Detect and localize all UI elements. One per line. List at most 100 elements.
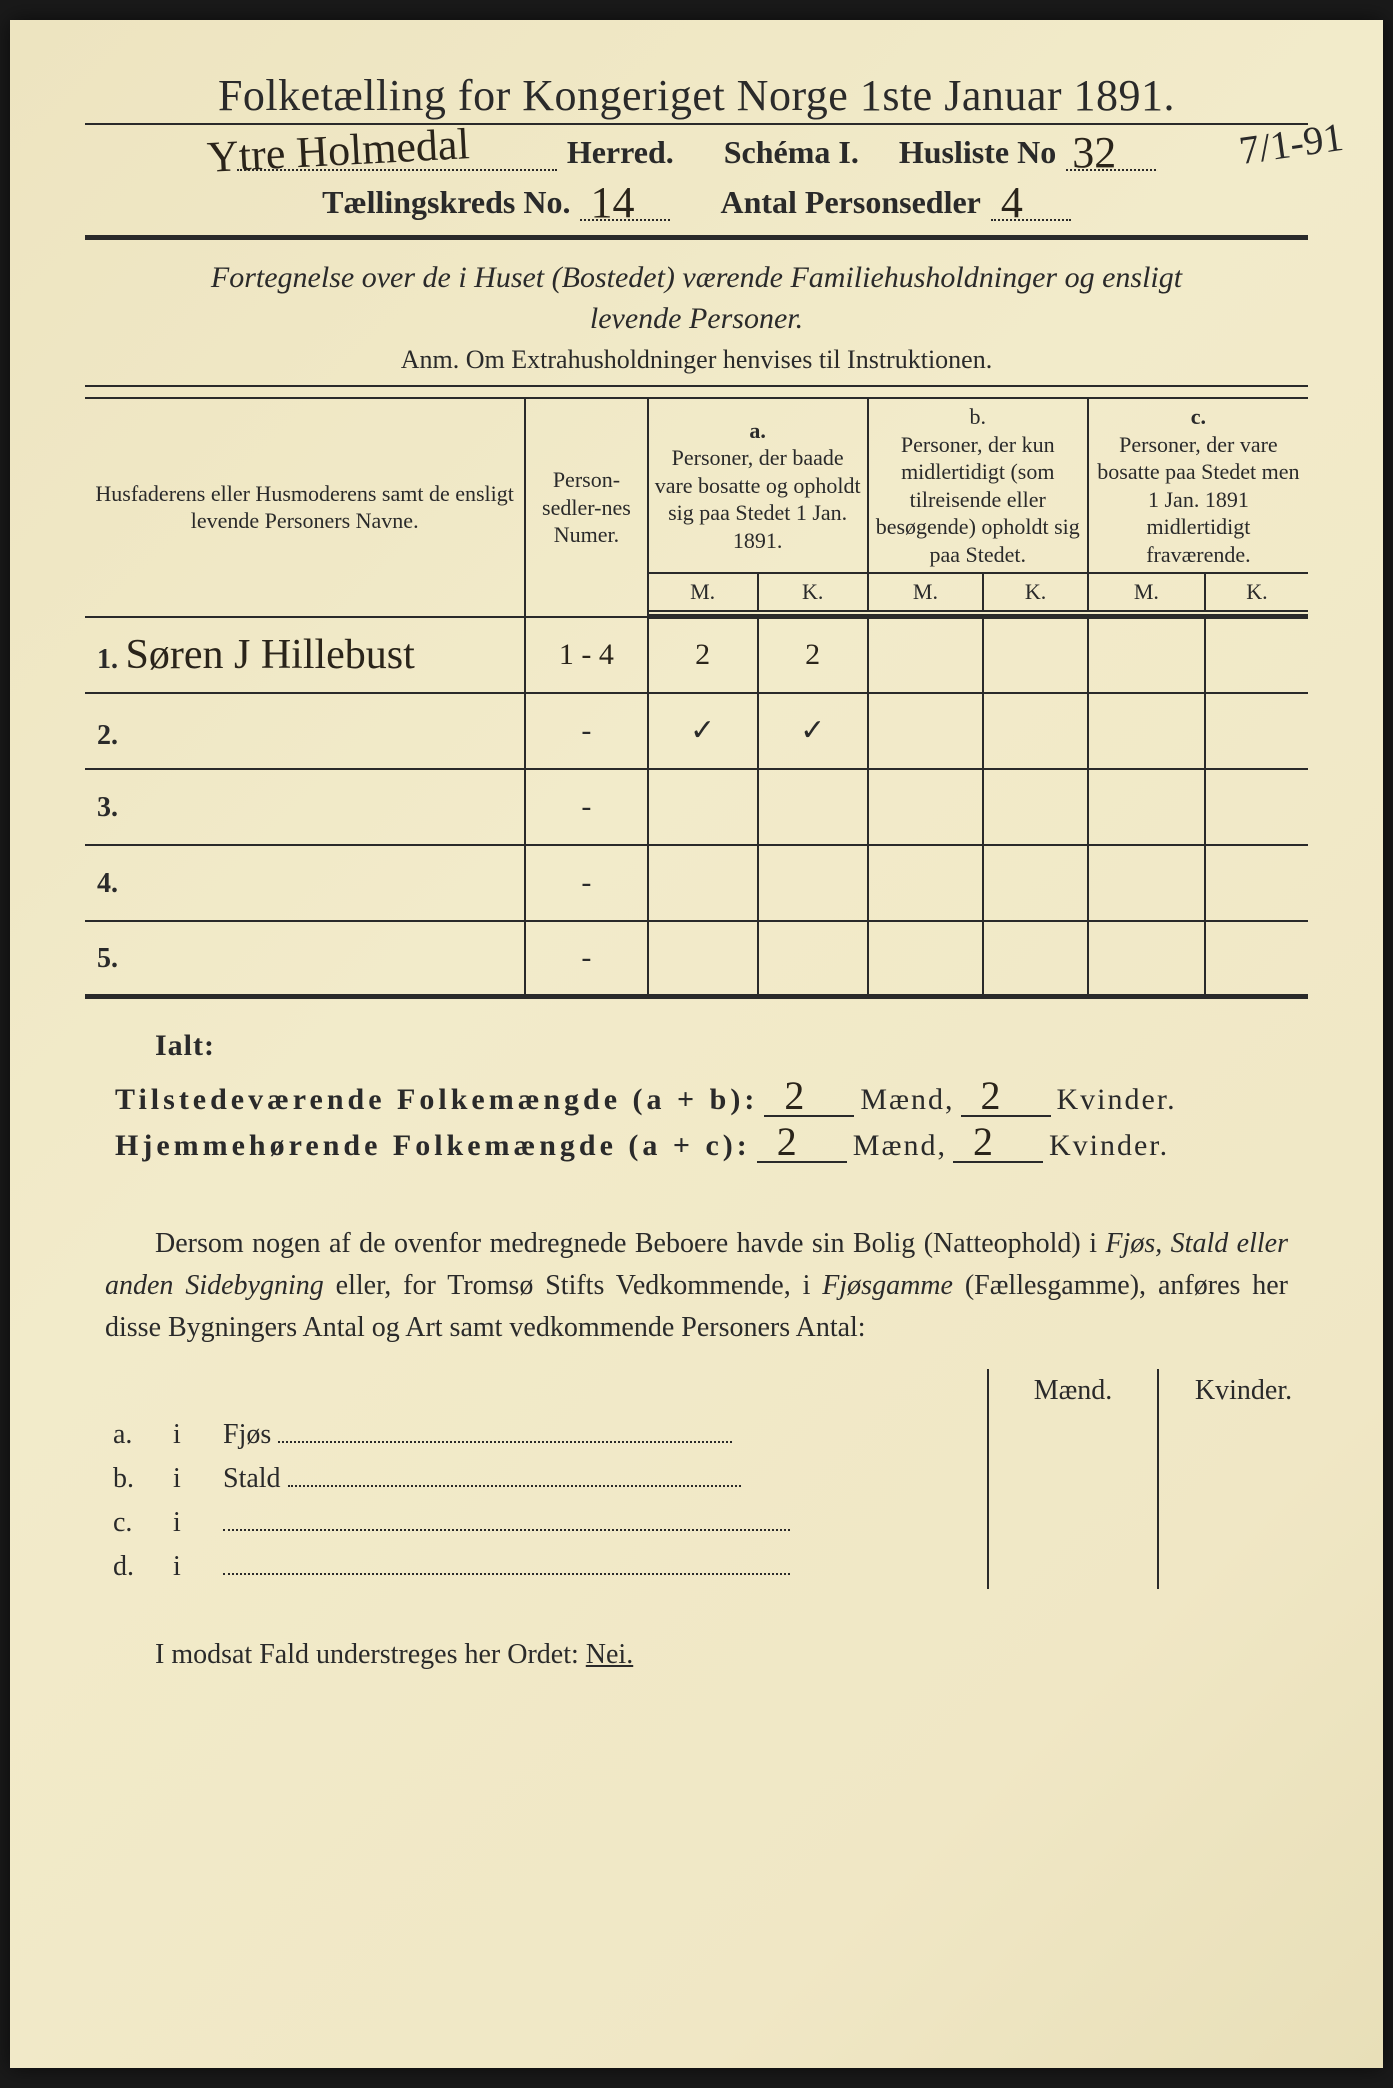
bld-head-m: Mænd. <box>988 1369 1158 1413</box>
bld-label: Stald <box>215 1457 988 1501</box>
table-row: 2. - ✓ ✓ <box>85 693 1308 769</box>
page-title: Folketælling for Kongeriget Norge 1ste J… <box>85 70 1308 125</box>
anm-note: Anm. Om Extrahusholdninger henvises til … <box>85 345 1308 375</box>
kvinder-label: Kvinder. <box>1049 1129 1169 1163</box>
section-heading: Fortegnelse over de i Huset (Bostedet) v… <box>85 258 1308 339</box>
bld-m <box>988 1545 1158 1589</box>
cell-ak: 2 <box>758 617 868 693</box>
bld-k <box>1158 1413 1328 1457</box>
cell-ak: ✓ <box>758 693 868 769</box>
th-a-m: M. <box>648 573 758 611</box>
th-c-m: M. <box>1088 573 1205 611</box>
bld-m <box>988 1413 1158 1457</box>
cell-name: 2. <box>85 693 525 769</box>
th-c-tag: c. <box>1095 403 1302 431</box>
bld-row: c. i <box>105 1501 1328 1545</box>
cell-name: 3. <box>85 769 525 845</box>
th-b-tag: b. <box>875 403 1081 431</box>
census-table: Husfaderens eller Husmoderens samt de en… <box>85 397 1308 999</box>
rule-2 <box>85 385 1308 387</box>
bld-m <box>988 1457 1158 1501</box>
bld-m <box>988 1501 1158 1545</box>
total-line-2: Hjemmehørende Folkemængde (a + c): 2 Mæn… <box>115 1127 1308 1163</box>
cell-am <box>648 921 758 997</box>
paragraph: Dersom nogen af de ovenfor medregnede Be… <box>105 1223 1288 1349</box>
cell-ak <box>758 921 868 997</box>
bld-tag: b. <box>105 1457 165 1501</box>
antal-label: Antal Personsedler <box>720 184 980 221</box>
cell-am <box>648 845 758 921</box>
total2-m-fill: 2 <box>757 1127 847 1163</box>
bld-tag: a. <box>105 1413 165 1457</box>
cell-name: 1. Søren J Hillebust <box>85 617 525 693</box>
th-a-text: Personer, der baade vare bosatte og opho… <box>655 444 861 554</box>
cell-ck <box>1205 845 1308 921</box>
footer-line: I modsat Fald understreges her Ordet: Ne… <box>155 1639 1288 1671</box>
bld-tag: c. <box>105 1501 165 1545</box>
antal-fill: 4 <box>991 181 1071 221</box>
cell-bm <box>868 617 983 693</box>
census-form-page: 7/1-91 Folketælling for Kongeriget Norge… <box>10 20 1383 2068</box>
th-a-k: K. <box>758 573 868 611</box>
cell-num: - <box>525 845 647 921</box>
table-row: 5. - <box>85 921 1308 997</box>
herred-fill: Ytre Holmedal <box>237 131 557 171</box>
total2-k: 2 <box>973 1118 995 1165</box>
kreds-label: Tællingskreds No. <box>322 184 570 221</box>
cell-cm <box>1088 617 1205 693</box>
total2-m: 2 <box>777 1118 799 1165</box>
total2-label: Hjemmehørende Folkemængde (a + c): <box>115 1129 751 1163</box>
th-a: a. Personer, der baade vare bosatte og o… <box>648 398 868 573</box>
cell-am: ✓ <box>648 693 758 769</box>
antal-value: 4 <box>1001 181 1023 225</box>
cell-ck <box>1205 693 1308 769</box>
census-tbody: 1. Søren J Hillebust 1 - 4 2 2 2. - ✓ ✓ <box>85 617 1308 997</box>
total2-k-fill: 2 <box>953 1127 1043 1163</box>
bld-label <box>215 1501 988 1545</box>
th-b-k: K. <box>983 573 1088 611</box>
table-row: 4. - <box>85 845 1308 921</box>
bld-head-k: Kvinder. <box>1158 1369 1328 1413</box>
total1-label: Tilstedeværende Folkemængde (a + b): <box>115 1083 758 1117</box>
section-heading-l1: Fortegnelse over de i Huset (Bostedet) v… <box>211 261 1182 294</box>
cell-bm <box>868 921 983 997</box>
husliste-fill: 32 <box>1066 131 1156 171</box>
total-line-1: Tilstedeværende Folkemængde (a + b): 2 M… <box>115 1081 1308 1117</box>
cell-name: 5. <box>85 921 525 997</box>
th-b-m: M. <box>868 573 983 611</box>
rownum: 1. <box>97 644 118 675</box>
name-value: Søren J Hillebust <box>126 632 415 678</box>
bld-k <box>1158 1457 1328 1501</box>
cell-bk <box>983 693 1088 769</box>
rownum: 4. <box>97 868 118 899</box>
cell-cm <box>1088 769 1205 845</box>
cell-num: - <box>525 769 647 845</box>
cell-num: - <box>525 693 647 769</box>
bld-k <box>1158 1545 1328 1589</box>
kreds-fill: 14 <box>580 181 670 221</box>
husliste-value: 32 <box>1072 131 1116 175</box>
cell-am: 2 <box>648 617 758 693</box>
cell-ak <box>758 769 868 845</box>
ialt-label: Ialt: <box>155 1029 1308 1063</box>
cell-bm <box>868 845 983 921</box>
bld-k <box>1158 1501 1328 1545</box>
bld-row: d. i <box>105 1545 1328 1589</box>
total1-m: 2 <box>784 1072 806 1119</box>
rownum: 2. <box>97 720 118 751</box>
cell-cm <box>1088 921 1205 997</box>
section-heading-l2: levende Personer. <box>590 302 803 335</box>
total1-m-fill: 2 <box>764 1081 854 1117</box>
total1-k: 2 <box>981 1072 1003 1119</box>
bld-label <box>215 1545 988 1589</box>
total1-k-fill: 2 <box>961 1081 1051 1117</box>
cell-bk <box>983 921 1088 997</box>
th-c: c. Personer, der vare bosatte paa Stedet… <box>1088 398 1308 573</box>
table-row: 1. Søren J Hillebust 1 - 4 2 2 <box>85 617 1308 693</box>
herred-value: Ytre Holmedal <box>206 122 471 180</box>
th-a-tag: a. <box>655 417 861 445</box>
table-row: 3. - <box>85 769 1308 845</box>
bld-row: b. i Stald <box>105 1457 1328 1501</box>
bld-tag: d. <box>105 1545 165 1589</box>
th-num: Person-sedler-nes Numer. <box>525 398 647 617</box>
